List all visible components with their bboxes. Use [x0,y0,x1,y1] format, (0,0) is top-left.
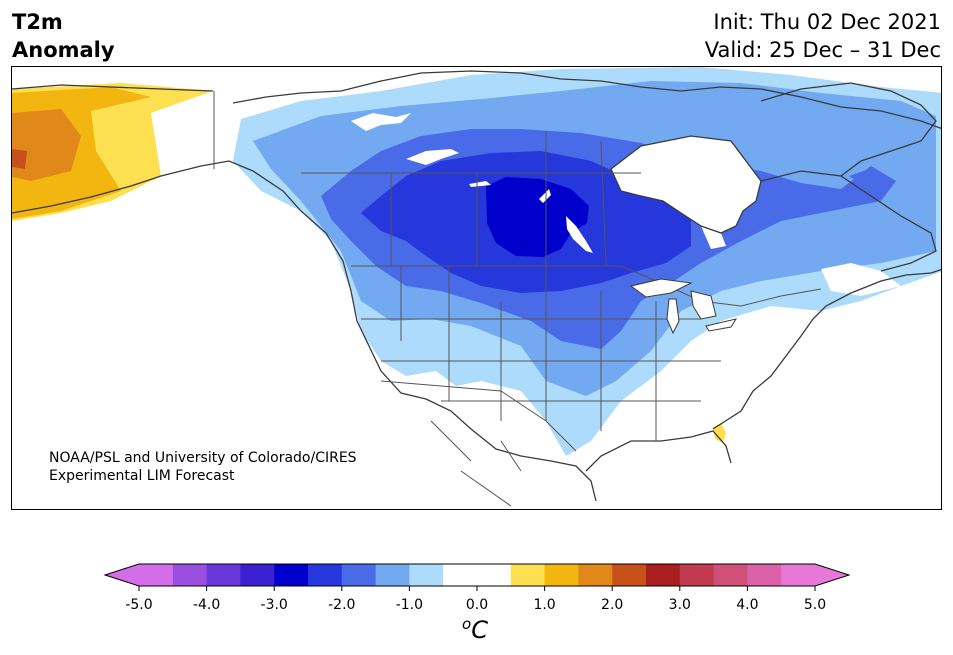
map-title: T2m Anomaly [12,8,115,64]
lake-athabasca [469,181,491,187]
colorbar-tick-label: 5.0 [803,597,827,613]
colorbar-tick-label: 2.0 [601,597,624,613]
great-slave-lake [406,149,459,165]
gulf-st-lawrence [821,263,901,296]
title-variable: T2m [12,10,63,34]
lake-winnipeg [566,216,593,253]
colorbar-cell [443,564,478,586]
credit-line-1: NOAA/PSL and University of Colorado/CIRE… [49,450,357,466]
east-coast [712,268,941,430]
colorbar-cell [139,564,174,586]
us-mexico-border [380,380,577,452]
unit-base: C [471,616,488,644]
colorbar-cell [713,564,748,586]
title-type: Anomaly [12,38,115,62]
colorbar-cell [781,564,816,586]
colorbar-cells [139,564,816,586]
colorbar-right-arrow [815,564,849,586]
colorbar-cell [206,564,241,586]
colorbar-cell [409,564,444,586]
mexico-states [430,420,522,507]
great-bear-lake [351,113,411,131]
forecast-dates: Init: Thu 02 Dec 2021 Valid: 25 Dec – 31… [705,8,941,64]
alaska-warm-3 [12,109,81,181]
unit-superscript: o [462,615,472,633]
colorbar [103,563,851,591]
credit-text: NOAA/PSL and University of Colorado/CIRE… [49,449,357,485]
credit-line-2: Experimental LIM Forecast [49,468,235,484]
north-coast [12,160,597,502]
colorbar-cell [747,564,782,586]
colorbar-cell [341,564,377,586]
us-states [361,266,721,441]
valid-range: Valid: 25 Dec – 31 Dec [704,38,941,62]
colorbar-cell [375,564,410,586]
colorbar-cell [274,564,309,586]
colorbar-tick-label: 0.0 [465,597,489,613]
lake-michigan [666,298,680,335]
colorbar-cell [240,564,275,586]
colorbar-cell [612,564,647,586]
gulf-coast [585,430,732,472]
colorbar-tick-label: -4.0 [192,597,221,613]
hudson-coast [610,135,762,234]
colorbar-tick-label: 1.0 [533,597,556,613]
alaska-coast [12,84,214,92]
colorbar-cell [544,564,579,586]
colorbar-left-arrow [105,564,139,586]
james-bay [701,226,726,249]
canada-provinces [301,131,641,267]
hudson-bay [611,136,761,233]
baffin-coast [760,82,937,177]
east-cold-patch [849,169,886,191]
colorbar-cell [172,564,208,586]
cold-level-5 [486,177,589,257]
lake-huron [690,290,717,320]
colorbar-tick-label: -3.0 [260,597,288,613]
init-date: Init: Thu 02 Dec 2021 [713,10,941,34]
arctic-coast [232,70,941,129]
florida-warm [713,423,726,443]
colorbar-tick-label: -1.0 [395,597,424,613]
lake-erie [705,318,738,332]
colorbar-tick-label: -2.0 [328,597,356,613]
anomaly-map [11,66,942,510]
colorbar-tick-label: 3.0 [668,597,691,613]
alaska-warm-4 [12,149,27,169]
colorbar-cell [578,564,613,586]
colorbar-tick-label: 4.0 [736,597,759,613]
labrador-coast [760,170,937,272]
colorbar-cell [646,564,681,586]
lake-superior [629,278,693,298]
lake-winnipegosis [539,189,551,203]
colorbar-cell [510,564,546,586]
colorbar-unit: oC [462,615,488,644]
colorbar-tick-label: -5.0 [125,597,153,613]
colorbar-cell [477,564,512,586]
colorbar-cell [308,564,343,586]
colorbar-cell [679,564,715,586]
